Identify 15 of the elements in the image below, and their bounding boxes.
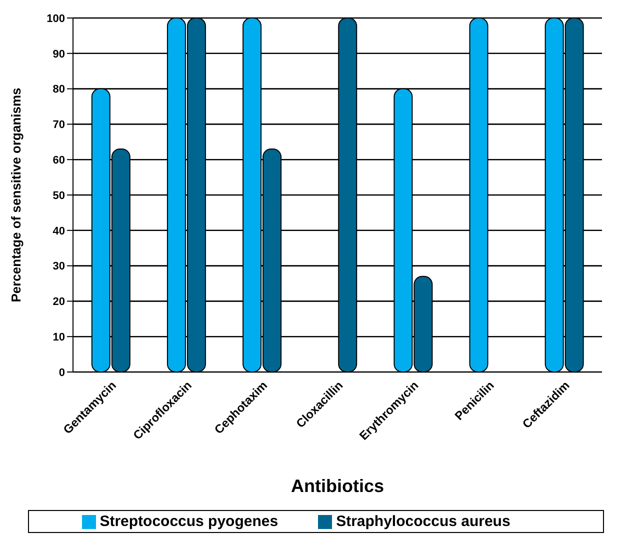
- legend-label: Streptococcus pyogenes: [100, 513, 278, 530]
- y-tick-label: 70: [52, 119, 65, 132]
- y-tick-label: 40: [52, 225, 65, 238]
- y-tick-label: 0: [58, 366, 65, 379]
- y-tick-label: 20: [52, 296, 65, 308]
- x-axis-title: Antibiotics: [291, 476, 384, 496]
- y-tick-label: 30: [52, 260, 65, 273]
- y-tick-label: 10: [52, 332, 65, 344]
- y-tick-label: 80: [52, 84, 65, 96]
- y-tick-label: 60: [52, 154, 65, 167]
- y-tick-label: 100: [46, 12, 65, 25]
- legend-label: Straphylococcus aureus: [336, 513, 510, 530]
- y-tick-label: 90: [52, 48, 65, 60]
- y-axis-title: Percentage of sensitive organisms: [8, 88, 24, 302]
- y-tick-label: 50: [52, 190, 65, 202]
